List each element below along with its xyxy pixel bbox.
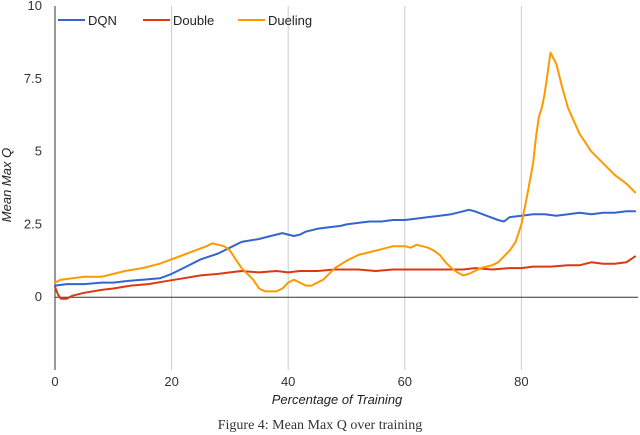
legend-label-double: Double [173,13,214,28]
x-tick-label: 0 [51,374,58,389]
series-line-dqn [54,208,637,287]
y-tick-label: 2.5 [24,216,42,231]
x-tick-label: 40 [281,374,295,389]
x-tick-label: 80 [514,374,528,389]
figure-caption: Figure 4: Mean Max Q over training [217,418,423,433]
chart: 0 20 40 60 80 0 2.5 5 7.5 10 Percentage of Traini… [0,0,638,407]
legend: DQN Double Dueling [58,13,312,28]
x-tick-label: 20 [164,374,178,389]
series-line-dueling [54,51,637,293]
y-tick-label: 5 [35,144,42,159]
grid-lines [171,6,522,370]
y-tick-label: 7.5 [24,71,42,86]
x-tick-label: 60 [398,374,412,389]
axes [54,6,638,370]
series-lines [54,51,637,300]
legend-label-dueling: Dueling [268,13,312,28]
tick-labels: 0 20 40 60 80 0 2.5 5 7.5 10 [24,0,529,389]
y-tick-label: 0 [35,289,42,304]
y-axis-title: Mean Max Q [0,148,14,222]
y-tick-label: 10 [28,0,42,13]
series-line-double [54,255,637,300]
x-axis-title: Percentage of Training [272,392,403,407]
legend-label-dqn: DQN [88,13,117,28]
